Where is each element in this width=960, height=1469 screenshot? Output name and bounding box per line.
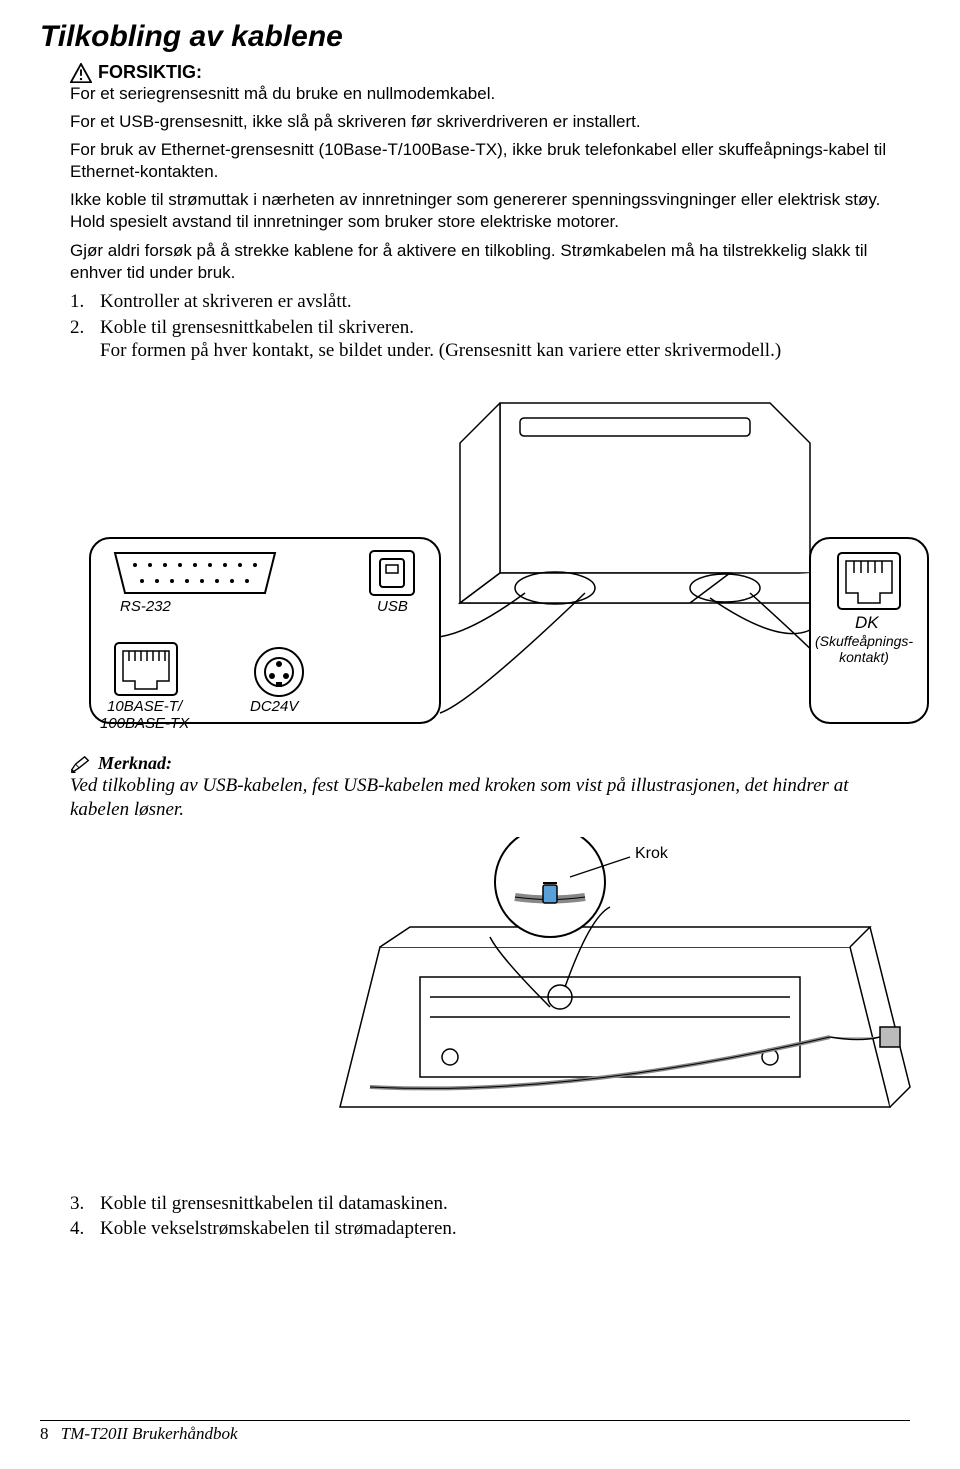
note-section: Merknad: Ved tilkobling av USB-kabelen, … (70, 753, 910, 822)
label-dc24v: DC24V (250, 698, 298, 715)
step-1-text: Kontroller at skriveren er avslått. (100, 290, 910, 314)
step-2-text: Koble til grensesnittkabelen til skriver… (100, 316, 910, 364)
note-heading: Merknad: (70, 753, 910, 774)
step-4-num: 4. (70, 1217, 100, 1241)
step-4: 4. Koble vekselstrømskabelen til strømad… (70, 1217, 910, 1241)
steps-list: 1. Kontroller at skriveren er avslått. 2… (70, 290, 910, 363)
connector-diagram: RS-232 USB 10BASE-T/ 100BASE-TX DC24V DK… (70, 393, 910, 733)
step-1: 1. Kontroller at skriveren er avslått. (70, 290, 910, 314)
step-3-num: 3. (70, 1192, 100, 1216)
steps-list-2: 3. Koble til grensesnittkabelen til data… (70, 1192, 910, 1242)
caution-body: For et seriegrensesnitt må du bruke en n… (70, 83, 900, 284)
note-label-text: Merknad: (98, 753, 172, 774)
caution-p5: Gjør aldri forsøk på å strekke kablene f… (70, 240, 900, 284)
label-dk: DK (855, 613, 879, 633)
caution-p4: Ikke koble til strømuttak i nærheten av … (70, 189, 900, 233)
label-usb: USB (377, 598, 408, 615)
step-3-text: Koble til grensesnittkabelen til datamas… (100, 1192, 910, 1216)
label-krok: Krok (635, 845, 668, 863)
step-4-text: Koble vekselstrømskabelen til strømadapt… (100, 1217, 910, 1241)
label-ethernet: 10BASE-T/ 100BASE-TX (100, 698, 189, 732)
step-3: 3. Koble til grensesnittkabelen til data… (70, 1192, 910, 1216)
usb-hook-diagram: Krok (70, 837, 910, 1177)
label-dk-sub: (Skuffeåpnings- kontakt) (815, 633, 913, 665)
step-1-num: 1. (70, 290, 100, 314)
step-2: 2. Koble til grensesnittkabelen til skri… (70, 316, 910, 364)
usb-hook-svg (70, 837, 940, 1177)
caution-heading: FORSIKTIG: (70, 62, 910, 83)
pencil-icon (70, 755, 92, 773)
page-number: 8 (40, 1424, 49, 1443)
caution-p2: For et USB-grensesnitt, ikke slå på skri… (70, 111, 900, 133)
warning-triangle-icon (70, 63, 92, 83)
caution-label-text: FORSIKTIG: (98, 62, 202, 83)
footer-title: TM-T20II Brukerhåndbok (61, 1424, 238, 1443)
page-footer: 8 TM-T20II Brukerhåndbok (40, 1420, 910, 1444)
step-2-num: 2. (70, 316, 100, 364)
caution-p3: For bruk av Ethernet-grensesnitt (10Base… (70, 139, 900, 183)
label-rs232: RS-232 (120, 598, 171, 615)
caution-p1: For et seriegrensesnitt må du bruke en n… (70, 83, 900, 105)
page-title: Tilkobling av kablene (40, 20, 910, 54)
connector-diagram-svg (70, 393, 940, 733)
note-body: Ved tilkobling av USB-kabelen, fest USB-… (70, 774, 910, 822)
